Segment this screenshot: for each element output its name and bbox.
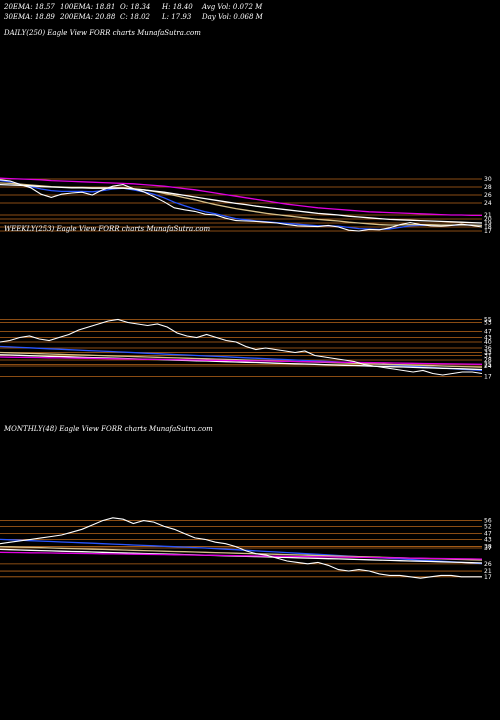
daily-y-tick-label: 17 (484, 228, 492, 235)
daily-chart-title: DAILY(250) Eagle View FORR charts Munafa… (4, 29, 201, 37)
daily-y-tick-label: 18 (484, 224, 492, 231)
monthly-y-tick-label: 21 (484, 568, 492, 575)
monthly-y-tick-label: 17 (484, 574, 492, 581)
daily-series-line-3 (0, 183, 483, 224)
daily-y-tick-label: 20 (484, 216, 492, 223)
weekly-y-tick-label: 24 (484, 363, 492, 370)
monthly-y-tick-label: 56 (484, 518, 492, 525)
weekly-series-line-4 (0, 356, 483, 365)
weekly-y-tick-label: 33 (484, 350, 492, 357)
monthly-y-tick-label: 47 (484, 531, 492, 538)
monthly-chart-title: MONTHLY(48) Eagle View FORR charts Munaf… (4, 425, 213, 433)
daily-y-tick-label: 19 (484, 220, 492, 227)
stat-200ema: 200EMA: 20.88 (60, 13, 116, 21)
daily-series-line-4 (0, 177, 482, 217)
weekly-y-tick-label: 47 (484, 329, 492, 336)
weekly-y-tick-label: 43 (484, 335, 492, 342)
monthly-y-tick-label: 52 (484, 523, 492, 530)
daily-series-line-0 (0, 179, 483, 232)
weekly-y-tick-label: 25 (484, 362, 492, 369)
weekly-series-line-3 (0, 354, 483, 371)
weekly-chart-title: WEEKLY(253) Eagle View FORR charts Munaf… (4, 225, 211, 233)
monthly-y-tick-label: 38 (484, 544, 492, 551)
weekly-series-line-1 (0, 345, 483, 372)
weekly-y-tick-label: 40 (484, 339, 492, 346)
daily-y-tick-label: 30 (484, 176, 492, 183)
daily-y-tick-label: 21 (484, 212, 492, 219)
weekly-series-line-0 (0, 318, 483, 376)
weekly-y-tick-label: 17 (484, 374, 492, 381)
monthly-y-tick-label: 26 (484, 561, 492, 568)
stat-avg-vol: Avg Vol: 0.072 M (202, 3, 263, 11)
stat-high: H: 18.40 (162, 3, 193, 11)
weekly-y-tick-label: 36 (484, 345, 492, 352)
stat-100ema: 100EMA: 18.81 (60, 3, 116, 11)
weekly-y-tick-label: 31 (484, 353, 492, 360)
stat-day-vol: Day Vol: 0.068 M (202, 13, 263, 21)
stat-low: L: 17.93 (162, 13, 192, 21)
monthly-series-line-4 (0, 551, 483, 560)
stat-30ema: 30EMA: 18.89 (4, 13, 55, 21)
daily-series-line-1 (0, 179, 483, 231)
stat-20ema: 20EMA: 18.57 (4, 3, 55, 11)
stat-open: O: 18.34 (120, 3, 151, 11)
daily-y-tick-label: 26 (484, 192, 492, 199)
stat-close: C: 18.02 (120, 13, 150, 21)
monthly-series-line-0 (0, 517, 482, 579)
weekly-y-tick-label: 28 (484, 357, 492, 364)
weekly-series-line-2 (0, 351, 483, 368)
monthly-y-tick-label: 37 (484, 545, 492, 552)
daily-y-tick-label: 28 (484, 184, 492, 191)
weekly-y-tick-label: 53 (484, 320, 492, 327)
monthly-y-tick-label: 43 (484, 536, 492, 543)
weekly-y-tick-label: 55 (484, 317, 492, 324)
monthly-series-line-1 (0, 538, 483, 565)
daily-y-tick-label: 24 (484, 200, 492, 207)
